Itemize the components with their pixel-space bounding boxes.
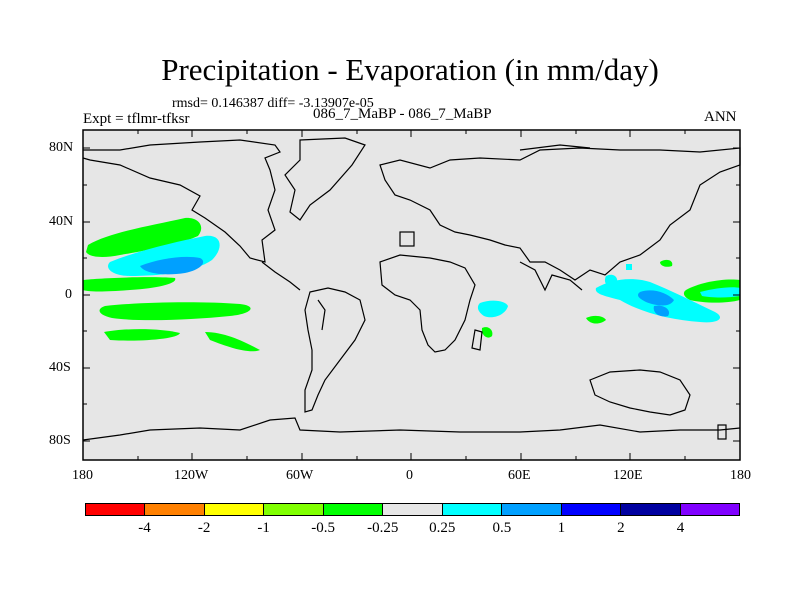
x-label-180e: 180 <box>730 468 751 483</box>
colorbar-label-1: -2 <box>197 520 211 536</box>
field-wpac-cyan-2 <box>604 274 618 288</box>
colorbar-cell-0 <box>86 504 146 515</box>
coastlines <box>82 137 741 441</box>
colorbar-cell-10 <box>680 504 739 515</box>
coast-south-america <box>304 287 366 413</box>
x-label-60e: 60E <box>508 468 531 483</box>
field-sw-green-2 <box>205 332 260 352</box>
field-eq-west-green <box>83 277 176 292</box>
coast-sa-inner <box>317 299 326 331</box>
coast-arctic-islands <box>519 144 591 151</box>
y-label-80s: 80S <box>49 433 71 448</box>
colorbar-label-2: -1 <box>257 520 270 536</box>
field-sw-green-1 <box>104 329 180 341</box>
colorbar-cell-5 <box>383 504 443 515</box>
field-africa-cyan <box>477 300 508 318</box>
coast-antarctica <box>82 417 741 441</box>
coast-madagascar <box>471 329 483 351</box>
y-label-80n: 80N <box>49 140 74 155</box>
colorbar-label-7: 1 <box>557 520 566 536</box>
colorbar-cell-9 <box>621 504 681 515</box>
case-label: 086_7_MaBP - 086_7_MaBP <box>313 106 492 122</box>
y-label-40n: 40N <box>49 214 74 229</box>
x-label-180w: 180 <box>72 468 93 483</box>
field-wpac-cyan-east <box>700 287 740 298</box>
season-label: ANN <box>704 109 737 125</box>
colorbar-label-8: 2 <box>617 520 625 536</box>
plot-title: Precipitation - Evaporation (in mm/day) <box>161 52 659 87</box>
colorbar-label-4: -0.25 <box>367 520 399 536</box>
x-label-0: 0 <box>406 468 413 483</box>
field-wpac-blue-2 <box>653 305 670 317</box>
experiment-label: Expt = tflmr-tfksr <box>83 111 190 127</box>
field-npac-blue <box>140 256 204 275</box>
y-label-40s: 40S <box>49 360 71 375</box>
colorbar-label-6: 0.5 <box>492 520 512 536</box>
x-label-60w: 60W <box>286 468 314 483</box>
coast-greenland <box>284 137 366 221</box>
coast-island-caspian <box>399 231 415 247</box>
coast-eurasia <box>379 147 741 281</box>
colorbar-cell-7 <box>502 504 562 515</box>
colorbar-cell-4 <box>323 504 384 515</box>
colorbar-cell-3 <box>264 504 324 515</box>
contour-fields <box>83 217 740 352</box>
field-wpac-blue-1 <box>638 290 674 306</box>
colorbar-cell-8 <box>561 504 622 515</box>
field-eq-south-green <box>99 302 251 321</box>
colorbar-cell-2 <box>204 504 265 515</box>
coast-australia <box>589 369 691 416</box>
coast-island-nz <box>717 424 727 440</box>
colorbar-cell-6 <box>442 504 503 515</box>
colorbar-label-3: -0.5 <box>311 520 336 536</box>
coast-africa <box>379 254 476 353</box>
field-np-cyan-small <box>626 264 632 270</box>
field-africa-green <box>481 327 493 338</box>
coast-south-asia <box>519 261 583 292</box>
x-label-120w: 120W <box>174 468 209 483</box>
stats-line: rmsd= 0.146387 diff= -3.13907e-05 <box>172 96 374 111</box>
field-np-green-small <box>660 259 673 267</box>
coast-central-america <box>261 261 301 291</box>
colorbar-label-5: 0.25 <box>429 520 456 536</box>
colorbar <box>85 503 740 516</box>
x-label-120e: 120E <box>613 468 643 483</box>
coast-north-america <box>82 139 281 263</box>
colorbar-label-0: -4 <box>138 520 151 536</box>
axis-ticks <box>83 130 740 460</box>
field-sw-pac-green <box>586 315 606 324</box>
colorbar-cell-1 <box>145 504 205 515</box>
field-npac-green <box>86 217 202 257</box>
colorbar-label-9: 4 <box>676 520 685 536</box>
y-label-0: 0 <box>65 287 72 302</box>
